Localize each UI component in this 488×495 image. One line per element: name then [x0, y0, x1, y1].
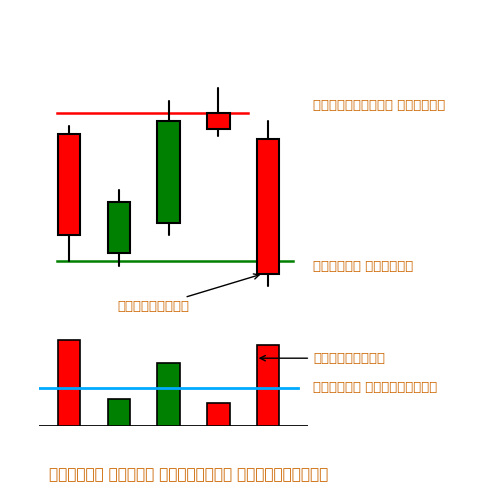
Bar: [257, 345, 279, 426]
Bar: [107, 202, 130, 253]
Text: रेजिस्टन्स लेव्हल: रेजिस्टन्स लेव्हल: [312, 99, 445, 112]
Bar: [58, 134, 80, 236]
Text: ब्रेकडाउन: ब्रेकडाउन: [118, 274, 259, 313]
Bar: [207, 403, 229, 426]
Bar: [207, 113, 229, 129]
Bar: [157, 363, 180, 426]
Text: ओपनिंग रेन्ज ब्रेकआउट स्ट्रॅटेजी: ओपनिंग रेन्ज ब्रेकआउट स्ट्रॅटेजी: [49, 468, 327, 483]
Bar: [107, 398, 130, 426]
Bar: [58, 340, 80, 426]
Text: व्हॉल्युम: व्हॉल्युम: [260, 352, 384, 365]
Text: सरासरी व्हॉल्युम: सरासरी व्हॉल्युम: [312, 382, 436, 395]
Text: सपोर्ट लेव्हल: सपोर्ट लेव्हल: [312, 259, 412, 273]
Bar: [157, 121, 180, 223]
Bar: [257, 139, 279, 274]
